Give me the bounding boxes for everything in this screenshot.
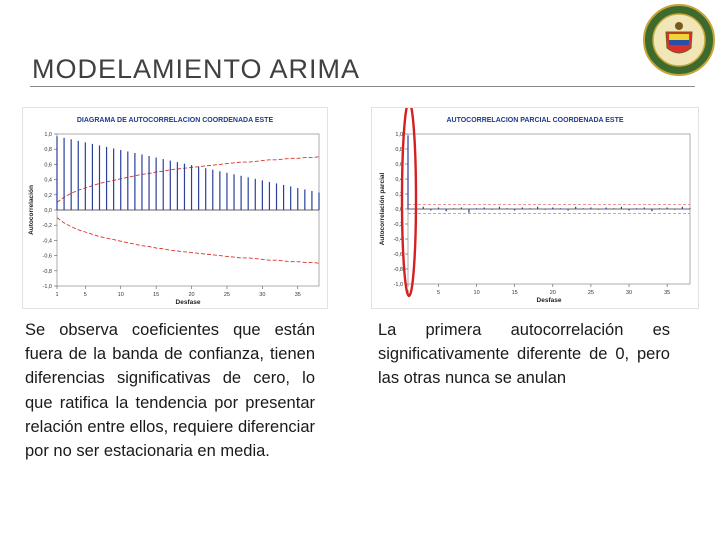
y-tick-label: -1,0 — [43, 284, 52, 290]
acf-chart-svg: DIAGRAMA DE AUTOCORRELACION COORDENADA E… — [28, 117, 320, 306]
y-tick-label: -0,4 — [394, 237, 403, 243]
x-tick-label: 15 — [512, 290, 518, 296]
y-tick-label: 0,6 — [44, 162, 52, 168]
x-tick-label: 5 — [437, 290, 440, 296]
y-tick-label: -0,2 — [394, 222, 403, 228]
institution-logo — [643, 4, 715, 76]
x-tick-label: 15 — [153, 292, 159, 298]
x-axis-label: Desfase — [537, 297, 562, 304]
pacf-chart: AUTOCORRELACION PARCIAL COORDENADA ESTE A… — [371, 107, 699, 309]
y-tick-label: -0,6 — [43, 254, 52, 260]
y-tick-label: 0,8 — [44, 147, 52, 153]
y-tick-label: -0,6 — [394, 252, 403, 258]
slide-title: MODELAMIENTO ARIMA — [32, 54, 361, 84]
x-tick-label: 30 — [259, 292, 265, 298]
y-tick-label: 0,6 — [395, 162, 403, 168]
highlight-circle — [400, 108, 418, 298]
x-tick-label: 35 — [664, 290, 670, 296]
lower-confidence-band — [56, 217, 320, 264]
x-tick-label: 5 — [84, 292, 87, 298]
x-tick-label: 1 — [55, 292, 58, 298]
title-rule — [30, 86, 695, 87]
right-explanation: La primera autocorrelación es significat… — [378, 321, 670, 388]
x-tick-label: 25 — [224, 292, 230, 298]
y-tick-label: 0,2 — [44, 193, 52, 199]
x-tick-label: 10 — [118, 292, 124, 298]
x-tick-label: 25 — [588, 290, 594, 296]
y-tick-label: 0,4 — [44, 178, 52, 184]
y-axis-label: Autocorrelación parcial — [379, 173, 386, 246]
y-tick-label: 0,8 — [395, 147, 403, 153]
x-tick-label: 30 — [626, 290, 632, 296]
pacf-chart-svg: AUTOCORRELACION PARCIAL COORDENADA ESTE A… — [379, 108, 691, 304]
x-tick-label: 20 — [188, 292, 194, 298]
chart-title: AUTOCORRELACION PARCIAL COORDENADA ESTE — [446, 117, 623, 124]
y-tick-label: 0,0 — [44, 208, 52, 214]
x-tick-label: 20 — [550, 290, 556, 296]
acf-chart: DIAGRAMA DE AUTOCORRELACION COORDENADA E… — [22, 107, 328, 309]
y-axis-label: Autocorrelación — [28, 185, 35, 235]
upper-confidence-band — [56, 156, 320, 203]
y-tick-label: -0,8 — [394, 267, 403, 273]
x-tick-label: 10 — [474, 290, 480, 296]
left-explanation: Se observa coeficientes que están fuera … — [25, 321, 315, 461]
y-tick-label: -0,4 — [43, 238, 52, 244]
y-tick-label: 0,0 — [395, 207, 403, 213]
y-tick-label: 1,0 — [395, 132, 403, 138]
y-tick-label: 0,4 — [395, 177, 403, 183]
y-tick-label: -0,2 — [43, 223, 52, 229]
x-axis-label: Desfase — [176, 299, 201, 306]
y-tick-label: -1,0 — [394, 282, 403, 288]
y-tick-label: 1,0 — [44, 132, 52, 138]
x-tick-label: 35 — [295, 292, 301, 298]
chart-title: DIAGRAMA DE AUTOCORRELACION COORDENADA E… — [77, 117, 274, 124]
y-tick-label: 0,2 — [395, 192, 403, 198]
y-tick-label: -0,8 — [43, 269, 52, 275]
